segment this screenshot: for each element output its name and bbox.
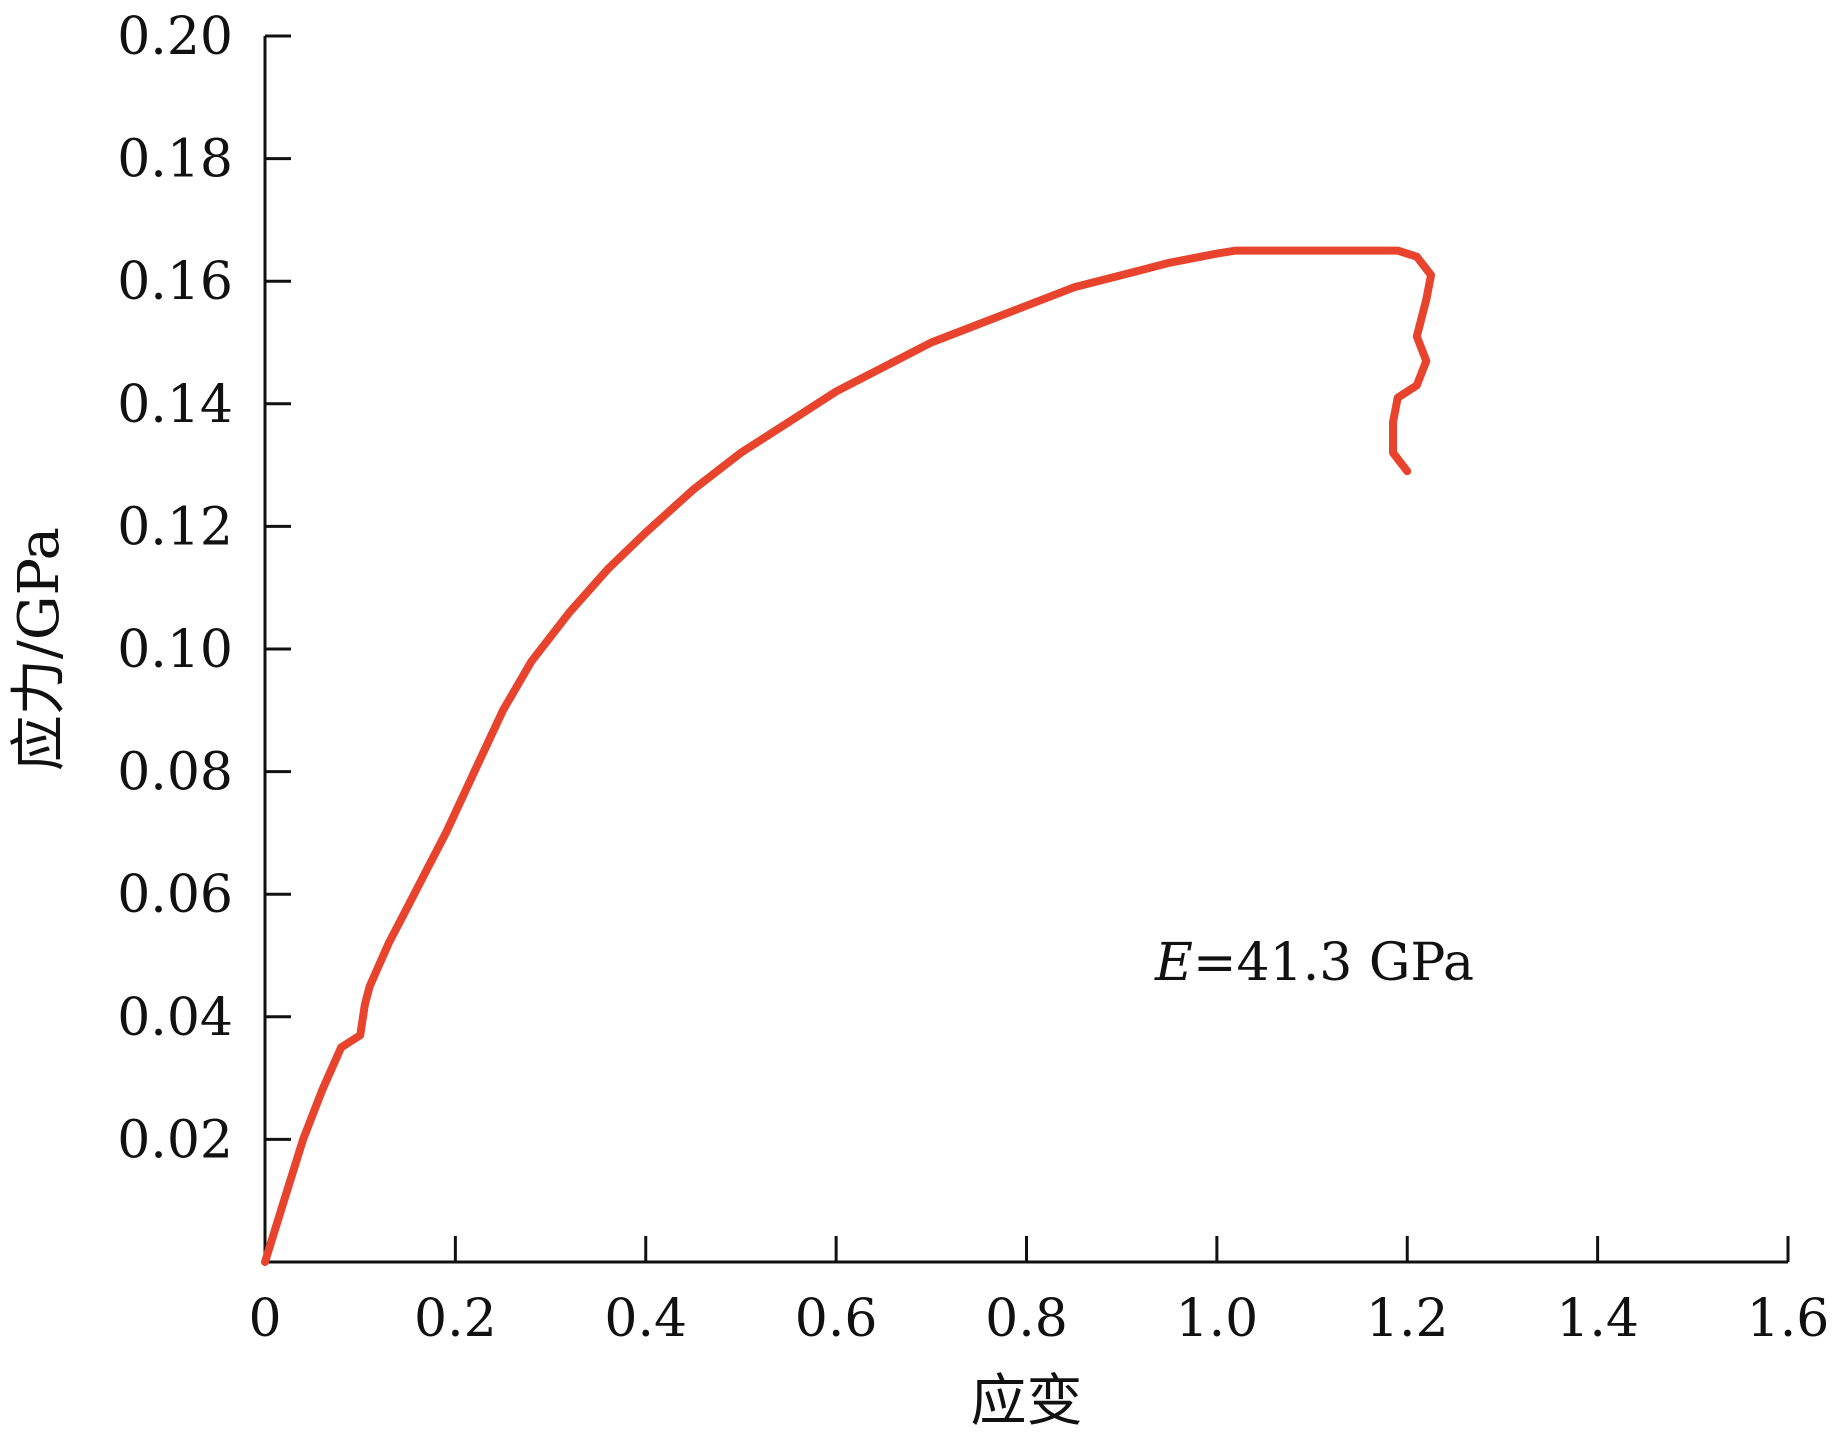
x-tick-label: 0.2 — [414, 1289, 497, 1349]
x-tick-label: 1.4 — [1556, 1289, 1639, 1349]
modulus-annotation: E=41.3 GPa — [1154, 933, 1474, 993]
y-tick-label: 0.14 — [117, 375, 233, 435]
y-tick-label: 0.20 — [117, 7, 233, 67]
y-tick-label: 0.18 — [117, 130, 233, 190]
x-tick-label: 0.6 — [795, 1289, 878, 1349]
ticks-layer: 0 0.2 0.4 0.6 0.8 1.0 1.2 1.4 1.6 0.02 0.04 0.06 0.0… — [117, 7, 1829, 1349]
axes-layer — [263, 36, 1788, 1264]
y-tick-label: 0.06 — [117, 865, 233, 925]
modulus-value: =41.3 GPa — [1193, 933, 1474, 993]
y-tick-label: 0.12 — [117, 497, 233, 557]
x-tick-label: 1.0 — [1176, 1289, 1259, 1349]
x-tick-label: 0.4 — [604, 1289, 687, 1349]
x-tick-label: 0 — [248, 1289, 281, 1349]
x-tick-label: 0.8 — [985, 1289, 1068, 1349]
y-tick-label: 0.02 — [117, 1110, 233, 1170]
y-tick-label: 0.08 — [117, 743, 233, 803]
y-tick-label: 0.04 — [117, 988, 233, 1048]
modulus-symbol: E — [1154, 933, 1193, 993]
series-layer — [261, 246, 1435, 1266]
y-tick-label: 0.10 — [117, 620, 233, 680]
x-axis-title: 应变 — [971, 1369, 1083, 1434]
x-tick-label: 1.6 — [1747, 1289, 1830, 1349]
y-tick-label: 0.16 — [117, 252, 233, 312]
x-tick-label: 1.2 — [1366, 1289, 1449, 1349]
y-axis-title: 应力/GPa — [7, 527, 72, 771]
stress-strain-curve — [261, 246, 1435, 1266]
